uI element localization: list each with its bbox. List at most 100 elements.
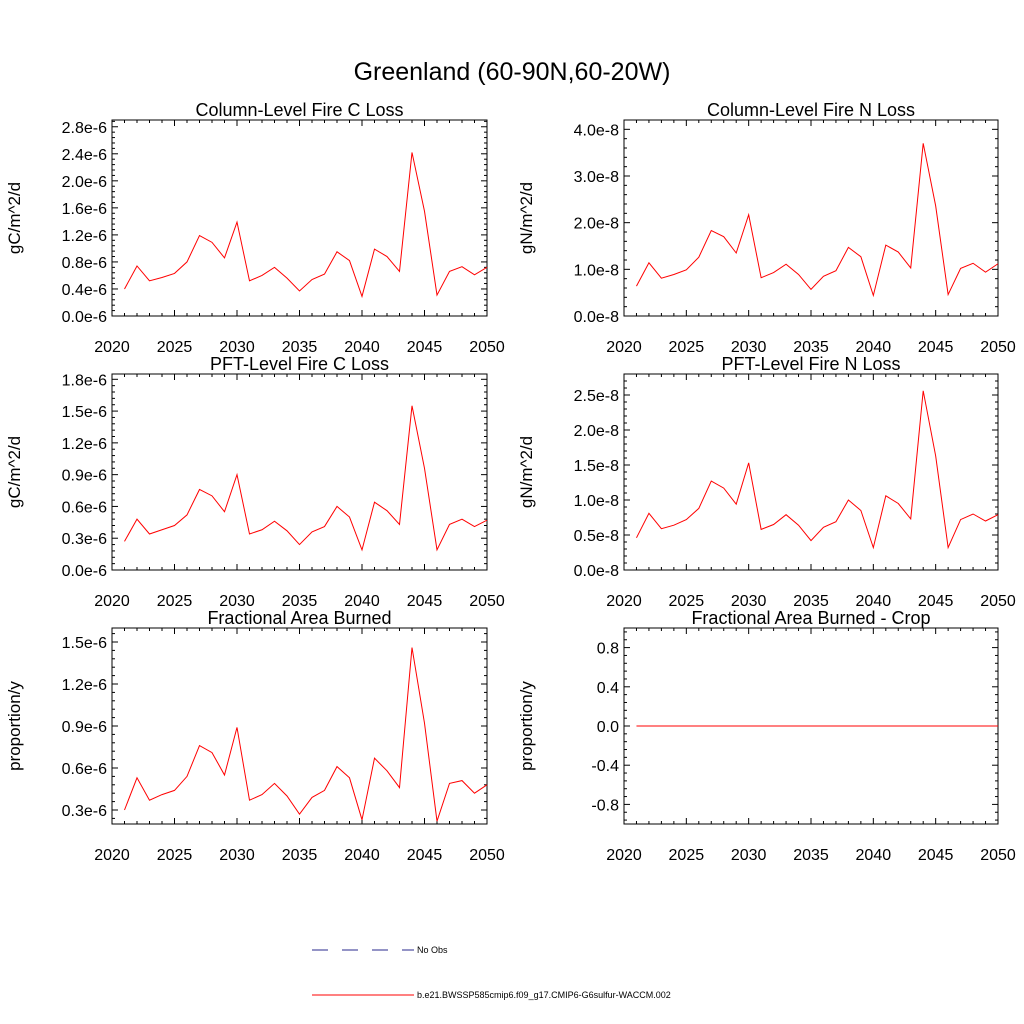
y-tick-label: 0.0: [597, 719, 619, 736]
x-tick-label: 2040: [344, 593, 380, 610]
y-tick-label: 0.4: [597, 680, 619, 697]
x-tick-label: 2035: [793, 847, 829, 864]
x-tick-label: 2040: [344, 339, 380, 356]
legend-label-model: b.e21.BWSSP585cmip6.f09_g17.CMIP6-G6sulf…: [417, 990, 671, 1000]
x-tick-label: 2045: [918, 847, 954, 864]
x-tick-label: 2020: [94, 339, 130, 356]
y-tick-label: 0.8: [597, 641, 619, 658]
y-tick-label: 1.0e-8: [574, 493, 619, 510]
x-tick-label: 2050: [980, 339, 1016, 356]
y-axis-label: gC/m^2/d: [5, 436, 24, 508]
x-tick-label: 2045: [918, 593, 954, 610]
y-tick-label: 1.5e-6: [62, 635, 107, 652]
panel-title: Fractional Area Burned: [207, 608, 391, 628]
panel-title: PFT-Level Fire N Loss: [721, 354, 900, 374]
panel-3: 2020 2025 2030 2035 2040 2045 2050 0.0e-6 0.3e-6…: [5, 354, 505, 610]
panel-title: Fractional Area Burned - Crop: [691, 608, 930, 628]
series-line: [636, 143, 999, 298]
panel-title: Column-Level Fire N Loss: [707, 100, 915, 120]
x-tick-label: 2050: [980, 847, 1016, 864]
y-tick-label: 0.3e-6: [62, 803, 107, 820]
x-tick-label: 2040: [344, 847, 380, 864]
x-tick-label: 2050: [469, 339, 505, 356]
x-tick-label: 2040: [856, 847, 892, 864]
panel-title: PFT-Level Fire C Loss: [210, 354, 389, 374]
plot-frame: [623, 119, 999, 317]
y-tick-label: 1.5e-6: [62, 404, 107, 421]
series-line: [124, 152, 488, 299]
y-tick-label: 3.0e-8: [574, 169, 619, 186]
x-tick-label: 2040: [856, 593, 892, 610]
plot-frame: [111, 119, 488, 317]
y-tick-label: 2.0e-8: [574, 216, 619, 233]
y-tick-label: 1.8e-6: [62, 372, 107, 389]
x-tick-label: 2035: [282, 339, 318, 356]
x-tick-label: 2050: [980, 593, 1016, 610]
x-tick-label: 2050: [469, 593, 505, 610]
y-tick-label: 2.4e-6: [62, 147, 107, 164]
panel-6: 2020 2025 2030 2035 2040 2045 2050 -0.8 -0.4 0.0 0…: [517, 608, 1016, 864]
panel-4: 2020 2025 2030 2035 2040 2045 2050 0.0e-8 0.5e-8…: [517, 354, 1016, 610]
y-tick-label: 1.6e-6: [62, 201, 107, 218]
series-line: [636, 390, 999, 550]
series-line: [124, 647, 488, 822]
panel-2: 2020 2025 2030 2035 2040 2045 2050 0.0e-8 1.0e-8…: [517, 100, 1016, 356]
y-tick-label: -0.8: [591, 797, 619, 814]
y-tick-label: 0.8e-6: [62, 255, 107, 272]
x-tick-label: 2035: [793, 339, 829, 356]
x-tick-label: 2045: [918, 339, 954, 356]
y-tick-label: -0.4: [591, 758, 619, 775]
panel-title: Column-Level Fire C Loss: [195, 100, 403, 120]
panel-1: 2020 2025 2030 2035 2040 2045 2050 0.0e-6 0.4e-6…: [5, 100, 505, 356]
y-tick-label: 2.5e-8: [574, 388, 619, 405]
y-tick-label: 0.6e-6: [62, 761, 107, 778]
x-tick-label: 2030: [731, 593, 767, 610]
x-tick-label: 2020: [94, 593, 130, 610]
x-tick-label: 2040: [856, 339, 892, 356]
y-axis-label: gN/m^2/d: [517, 436, 536, 508]
panel-5: 2020 2025 2030 2035 2040 2045 2050 0.3e-6 0.6e-6…: [5, 608, 505, 864]
y-axis-label: proportion/y: [5, 681, 24, 771]
x-tick-label: 2030: [219, 847, 255, 864]
y-tick-label: 0.3e-6: [62, 531, 107, 548]
y-tick-label: 1.5e-8: [574, 458, 619, 475]
y-tick-label: 1.2e-6: [62, 677, 107, 694]
x-tick-label: 2020: [606, 593, 642, 610]
y-tick-label: 0.0e-6: [62, 309, 107, 326]
y-tick-label: 0.6e-6: [62, 499, 107, 516]
x-tick-label: 2035: [282, 593, 318, 610]
x-tick-label: 2025: [669, 847, 705, 864]
y-tick-label: 0.4e-6: [62, 282, 107, 299]
x-tick-label: 2050: [469, 847, 505, 864]
x-tick-label: 2025: [157, 847, 193, 864]
y-tick-label: 0.9e-6: [62, 719, 107, 736]
y-tick-label: 2.0e-6: [62, 174, 107, 191]
x-tick-label: 2020: [606, 847, 642, 864]
x-tick-label: 2030: [219, 339, 255, 356]
legend-label-no-obs: No Obs: [417, 945, 448, 955]
y-tick-label: 1.0e-8: [574, 262, 619, 279]
x-tick-label: 2030: [731, 847, 767, 864]
x-tick-label: 2035: [282, 847, 318, 864]
x-tick-label: 2025: [157, 593, 193, 610]
legend: No Obs b.e21.BWSSP585cmip6.f09_g17.CMIP6…: [312, 945, 671, 1000]
y-tick-label: 0.0e-8: [574, 563, 619, 580]
y-tick-label: 1.2e-6: [62, 228, 107, 245]
x-tick-label: 2025: [157, 339, 193, 356]
panels: 2020 2025 2030 2035 2040 2045 2050 0.0e-6 0.4e-6…: [5, 100, 1016, 864]
y-axis-label: gC/m^2/d: [5, 182, 24, 254]
y-tick-label: 0.5e-8: [574, 528, 619, 545]
y-tick-label: 2.0e-8: [574, 423, 619, 440]
x-tick-label: 2025: [669, 339, 705, 356]
y-tick-label: 0.9e-6: [62, 468, 107, 485]
x-tick-label: 2020: [94, 847, 130, 864]
x-tick-label: 2045: [407, 847, 443, 864]
y-axis-label: proportion/y: [517, 681, 536, 771]
y-tick-label: 4.0e-8: [574, 122, 619, 139]
y-tick-label: 0.0e-6: [62, 563, 107, 580]
x-tick-label: 2045: [407, 593, 443, 610]
plot-frame: [111, 627, 488, 825]
x-tick-label: 2045: [407, 339, 443, 356]
x-tick-label: 2030: [731, 339, 767, 356]
